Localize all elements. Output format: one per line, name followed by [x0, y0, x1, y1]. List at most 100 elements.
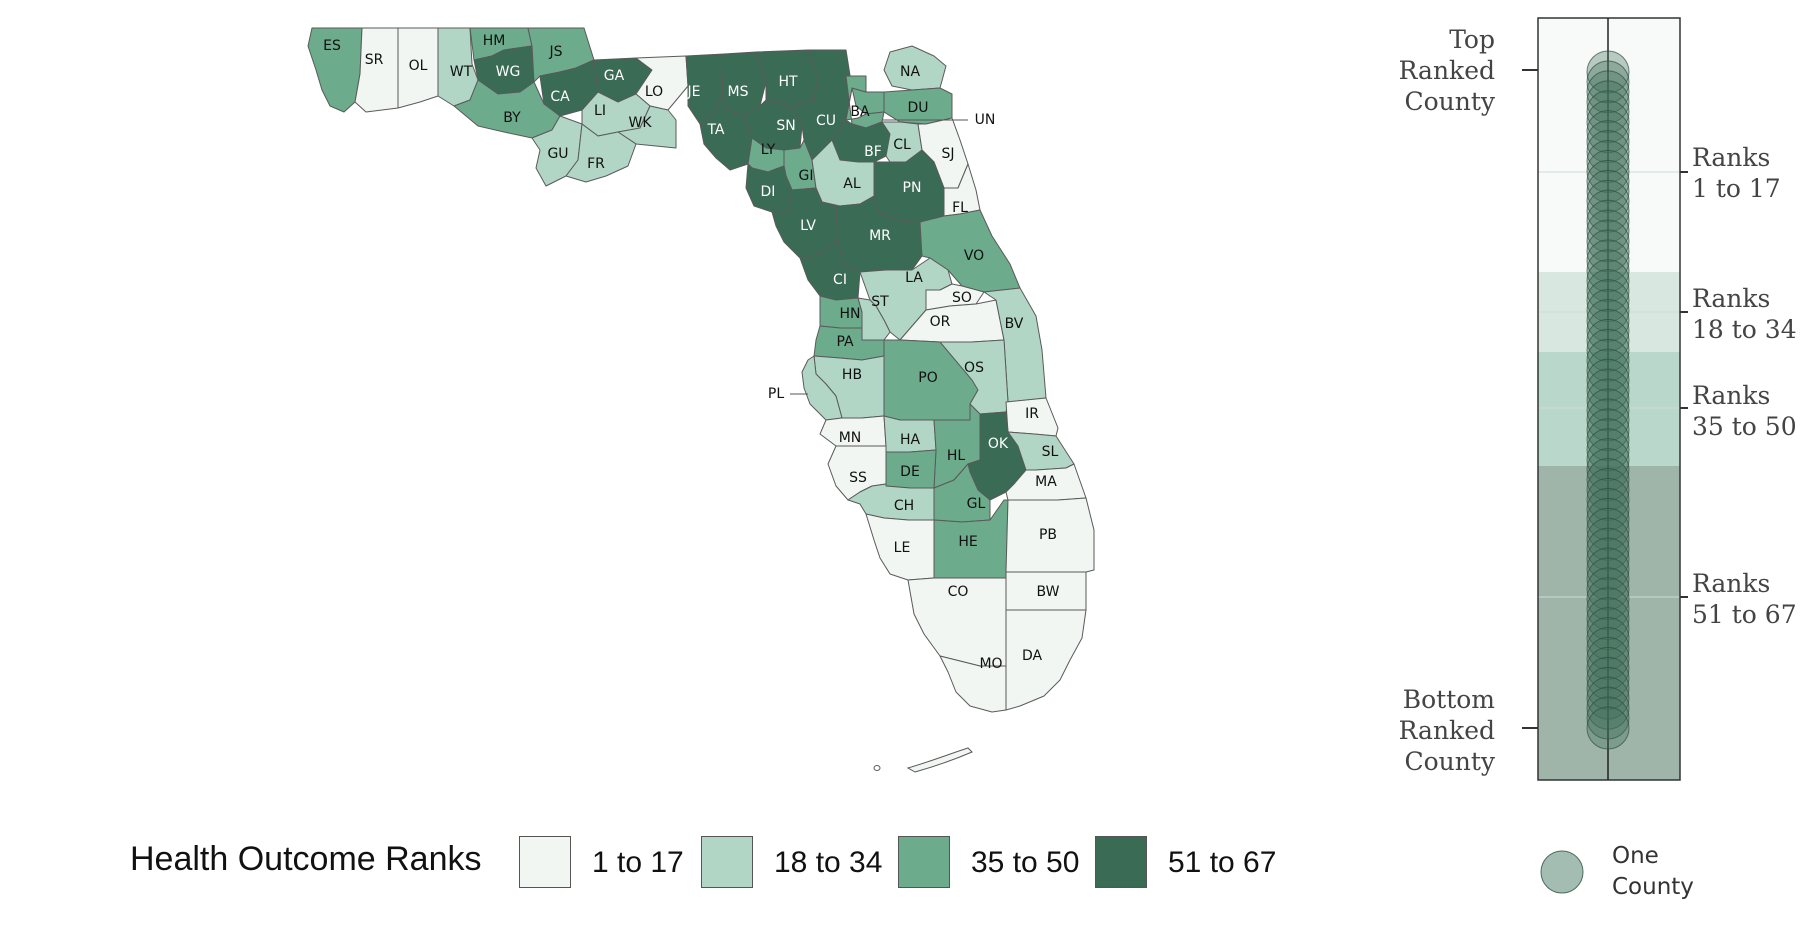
county-label-po: PO	[918, 370, 937, 386]
county-label-li: LI	[594, 103, 606, 119]
county-rank-dot	[1586, 537, 1630, 581]
one-county-label: One County	[1612, 843, 1694, 900]
county-rank-dot	[1586, 139, 1630, 183]
legend-label-3: 35 to 50	[971, 846, 1080, 879]
county-rank-dot	[1586, 607, 1630, 651]
county-rank-dot	[1586, 189, 1630, 233]
county-rank-dot	[1586, 130, 1630, 174]
county-ol	[397, 27, 439, 109]
county-label-fl: FL	[952, 200, 968, 216]
county-rank-dot	[1586, 636, 1630, 680]
county-label-sr: SR	[365, 52, 384, 68]
county-label-bw: BW	[1037, 584, 1060, 600]
county-rank-dot	[1586, 289, 1630, 333]
county-rank-dot	[1586, 577, 1630, 621]
county-rank-dot	[1586, 149, 1630, 193]
county-rank-dot	[1586, 646, 1630, 690]
county-rank-dot	[1586, 567, 1630, 611]
county-rank-dot	[1586, 348, 1630, 392]
county-rank-dot	[1586, 358, 1630, 402]
county-rank-dot	[1586, 388, 1630, 432]
one-county-dot	[1540, 850, 1584, 894]
county-rank-dot	[1586, 497, 1630, 541]
county-rank-dot	[1586, 169, 1630, 213]
county-label-ir: IR	[1025, 406, 1039, 422]
county-label-ss: SS	[849, 470, 867, 486]
county-label-ht: HT	[778, 74, 798, 90]
county-label-ma: MA	[1035, 474, 1057, 490]
county-label-hl: HL	[947, 448, 966, 464]
legend-swatch-1	[519, 836, 571, 888]
county-label-ca: CA	[550, 89, 570, 105]
county-rank-dot	[1586, 298, 1630, 342]
county-rank-dot	[1586, 587, 1630, 631]
county-rank-dot	[1586, 656, 1630, 700]
range-label-2: Ranks 18 to 34	[1692, 284, 1797, 344]
county-rank-dot	[1586, 110, 1630, 154]
county-rank-dot	[1586, 597, 1630, 641]
county-rank-dot	[1586, 219, 1630, 263]
range-label-1: Ranks 1 to 17	[1692, 143, 1781, 203]
county-rank-dot	[1586, 328, 1630, 372]
county-label-ga: GA	[604, 68, 625, 84]
county-label-pb: PB	[1039, 527, 1057, 543]
county-rank-dot	[1586, 179, 1630, 223]
county-mo	[939, 655, 1007, 713]
county-label-ly: LY	[761, 142, 776, 158]
county-rank-dot	[1586, 517, 1630, 561]
county-label-co: CO	[948, 584, 969, 600]
county-label-lv: LV	[800, 218, 816, 234]
strip-ticks	[1522, 69, 1688, 729]
county-rank-dot	[1586, 100, 1630, 144]
county-rank-dot	[1586, 308, 1630, 352]
county-label-sl: SL	[1042, 444, 1059, 460]
county-label-ms: MS	[728, 84, 749, 100]
bottom-ranked-label: Bottom Ranked County	[1398, 685, 1495, 776]
strip-dots	[1586, 50, 1630, 750]
county-label-cu: CU	[816, 113, 836, 129]
county-rank-dot	[1586, 458, 1630, 502]
county-label-so: SO	[952, 290, 972, 306]
county-rank-dot	[1586, 686, 1630, 730]
county-rank-dot	[1586, 487, 1630, 531]
county-label-hn: HN	[840, 306, 861, 322]
county-rank-dot	[1586, 448, 1630, 492]
legend-title: Health Outcome Ranks	[130, 840, 482, 878]
county-label-os: OS	[964, 360, 984, 376]
county-label-bf: BF	[864, 144, 882, 160]
county-rank-dot	[1586, 666, 1630, 710]
county-rank-dot	[1586, 80, 1630, 124]
county-rank-dot	[1586, 507, 1630, 551]
county-rank-dot	[1586, 438, 1630, 482]
top-ranked-label: Top Ranked County	[1398, 25, 1495, 116]
county-label-wg: WG	[496, 64, 521, 80]
county-label-ta: TA	[706, 122, 724, 138]
range-label-4: Ranks 51 to 67	[1692, 569, 1797, 629]
strip-bands	[1537, 17, 1681, 781]
county-rank-dot	[1586, 239, 1630, 283]
county-label-di: DI	[761, 184, 776, 200]
county-label-ch: CH	[894, 498, 914, 514]
county-labels: ES SR OL WT HM WG JS CA GA LO LI WK BY GU FR JE MS HT TA SN…	[323, 33, 1059, 672]
county-rank-dot	[1586, 159, 1630, 203]
county-label-wt: WT	[450, 64, 473, 80]
legend-label-1: 1 to 17	[592, 846, 684, 879]
county-label-je: JE	[687, 84, 701, 100]
county-label-ol: OL	[409, 58, 428, 74]
county-rank-dot	[1586, 557, 1630, 601]
county-label-du: DU	[907, 100, 928, 116]
county-label-le: LE	[894, 540, 911, 556]
legend-swatch-3	[898, 836, 950, 888]
county-label-vo: VO	[964, 248, 984, 264]
county-label-bv: BV	[1005, 316, 1024, 332]
county-label-al: AL	[843, 176, 861, 192]
county-label-hb: HB	[842, 367, 862, 383]
county-label-na: NA	[900, 64, 920, 80]
county-rank-dot	[1586, 418, 1630, 462]
dry-tortugas-island	[873, 765, 881, 771]
county-label-by: BY	[503, 110, 521, 126]
county-label-ba: BA	[850, 104, 870, 120]
county-label-mn: MN	[839, 430, 862, 446]
